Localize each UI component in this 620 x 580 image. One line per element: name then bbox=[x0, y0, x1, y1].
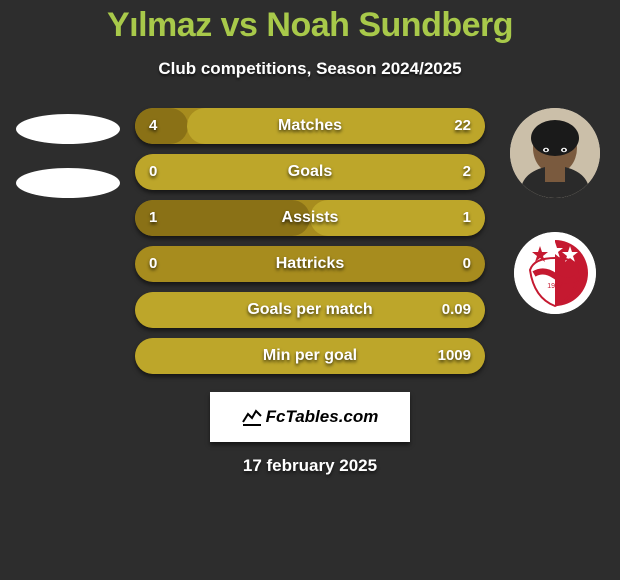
footer-brand: FcTables.com bbox=[242, 407, 379, 427]
footer-brand-plate[interactable]: FcTables.com bbox=[210, 392, 410, 442]
stat-row: 4Matches22 bbox=[135, 108, 485, 144]
stat-row: 0Goals2 bbox=[135, 154, 485, 190]
stat-label: Min per goal bbox=[135, 338, 485, 374]
stat-label: Goals bbox=[135, 154, 485, 190]
right-player-avatar bbox=[510, 108, 600, 198]
right-player-club-badge: 1967 bbox=[514, 232, 596, 314]
left-player-club-placeholder bbox=[16, 168, 120, 198]
left-player-avatar-placeholder bbox=[16, 114, 120, 144]
footer-brand-text: FcTables.com bbox=[266, 407, 379, 427]
avatar-face-icon bbox=[510, 108, 600, 198]
stat-label: Matches bbox=[135, 108, 485, 144]
stat-right-value: 0.09 bbox=[442, 292, 471, 328]
stat-row: 0Hattricks0 bbox=[135, 246, 485, 282]
stat-label: Hattricks bbox=[135, 246, 485, 282]
stat-row: Goals per match0.09 bbox=[135, 292, 485, 328]
svg-text:1967: 1967 bbox=[547, 283, 563, 290]
stat-right-value: 2 bbox=[463, 154, 471, 190]
stat-right-value: 0 bbox=[463, 246, 471, 282]
left-player-column bbox=[8, 108, 128, 204]
chart-icon bbox=[242, 408, 262, 426]
stat-row: Min per goal1009 bbox=[135, 338, 485, 374]
comparison-card: Yılmaz vs Noah Sundberg Club competition… bbox=[0, 0, 620, 580]
stat-label: Goals per match bbox=[135, 292, 485, 328]
page-title: Yılmaz vs Noah Sundberg bbox=[0, 0, 620, 45]
stat-label: Assists bbox=[135, 200, 485, 236]
date-label: 17 february 2025 bbox=[0, 456, 620, 476]
stat-right-value: 22 bbox=[454, 108, 471, 144]
stat-bars: 4Matches220Goals21Assists10Hattricks0Goa… bbox=[135, 108, 485, 384]
stat-right-value: 1009 bbox=[438, 338, 471, 374]
stat-row: 1Assists1 bbox=[135, 200, 485, 236]
right-player-column: 1967 bbox=[500, 108, 610, 314]
page-subtitle: Club competitions, Season 2024/2025 bbox=[0, 59, 620, 79]
club-badge-icon: 1967 bbox=[514, 232, 596, 314]
stat-right-value: 1 bbox=[463, 200, 471, 236]
